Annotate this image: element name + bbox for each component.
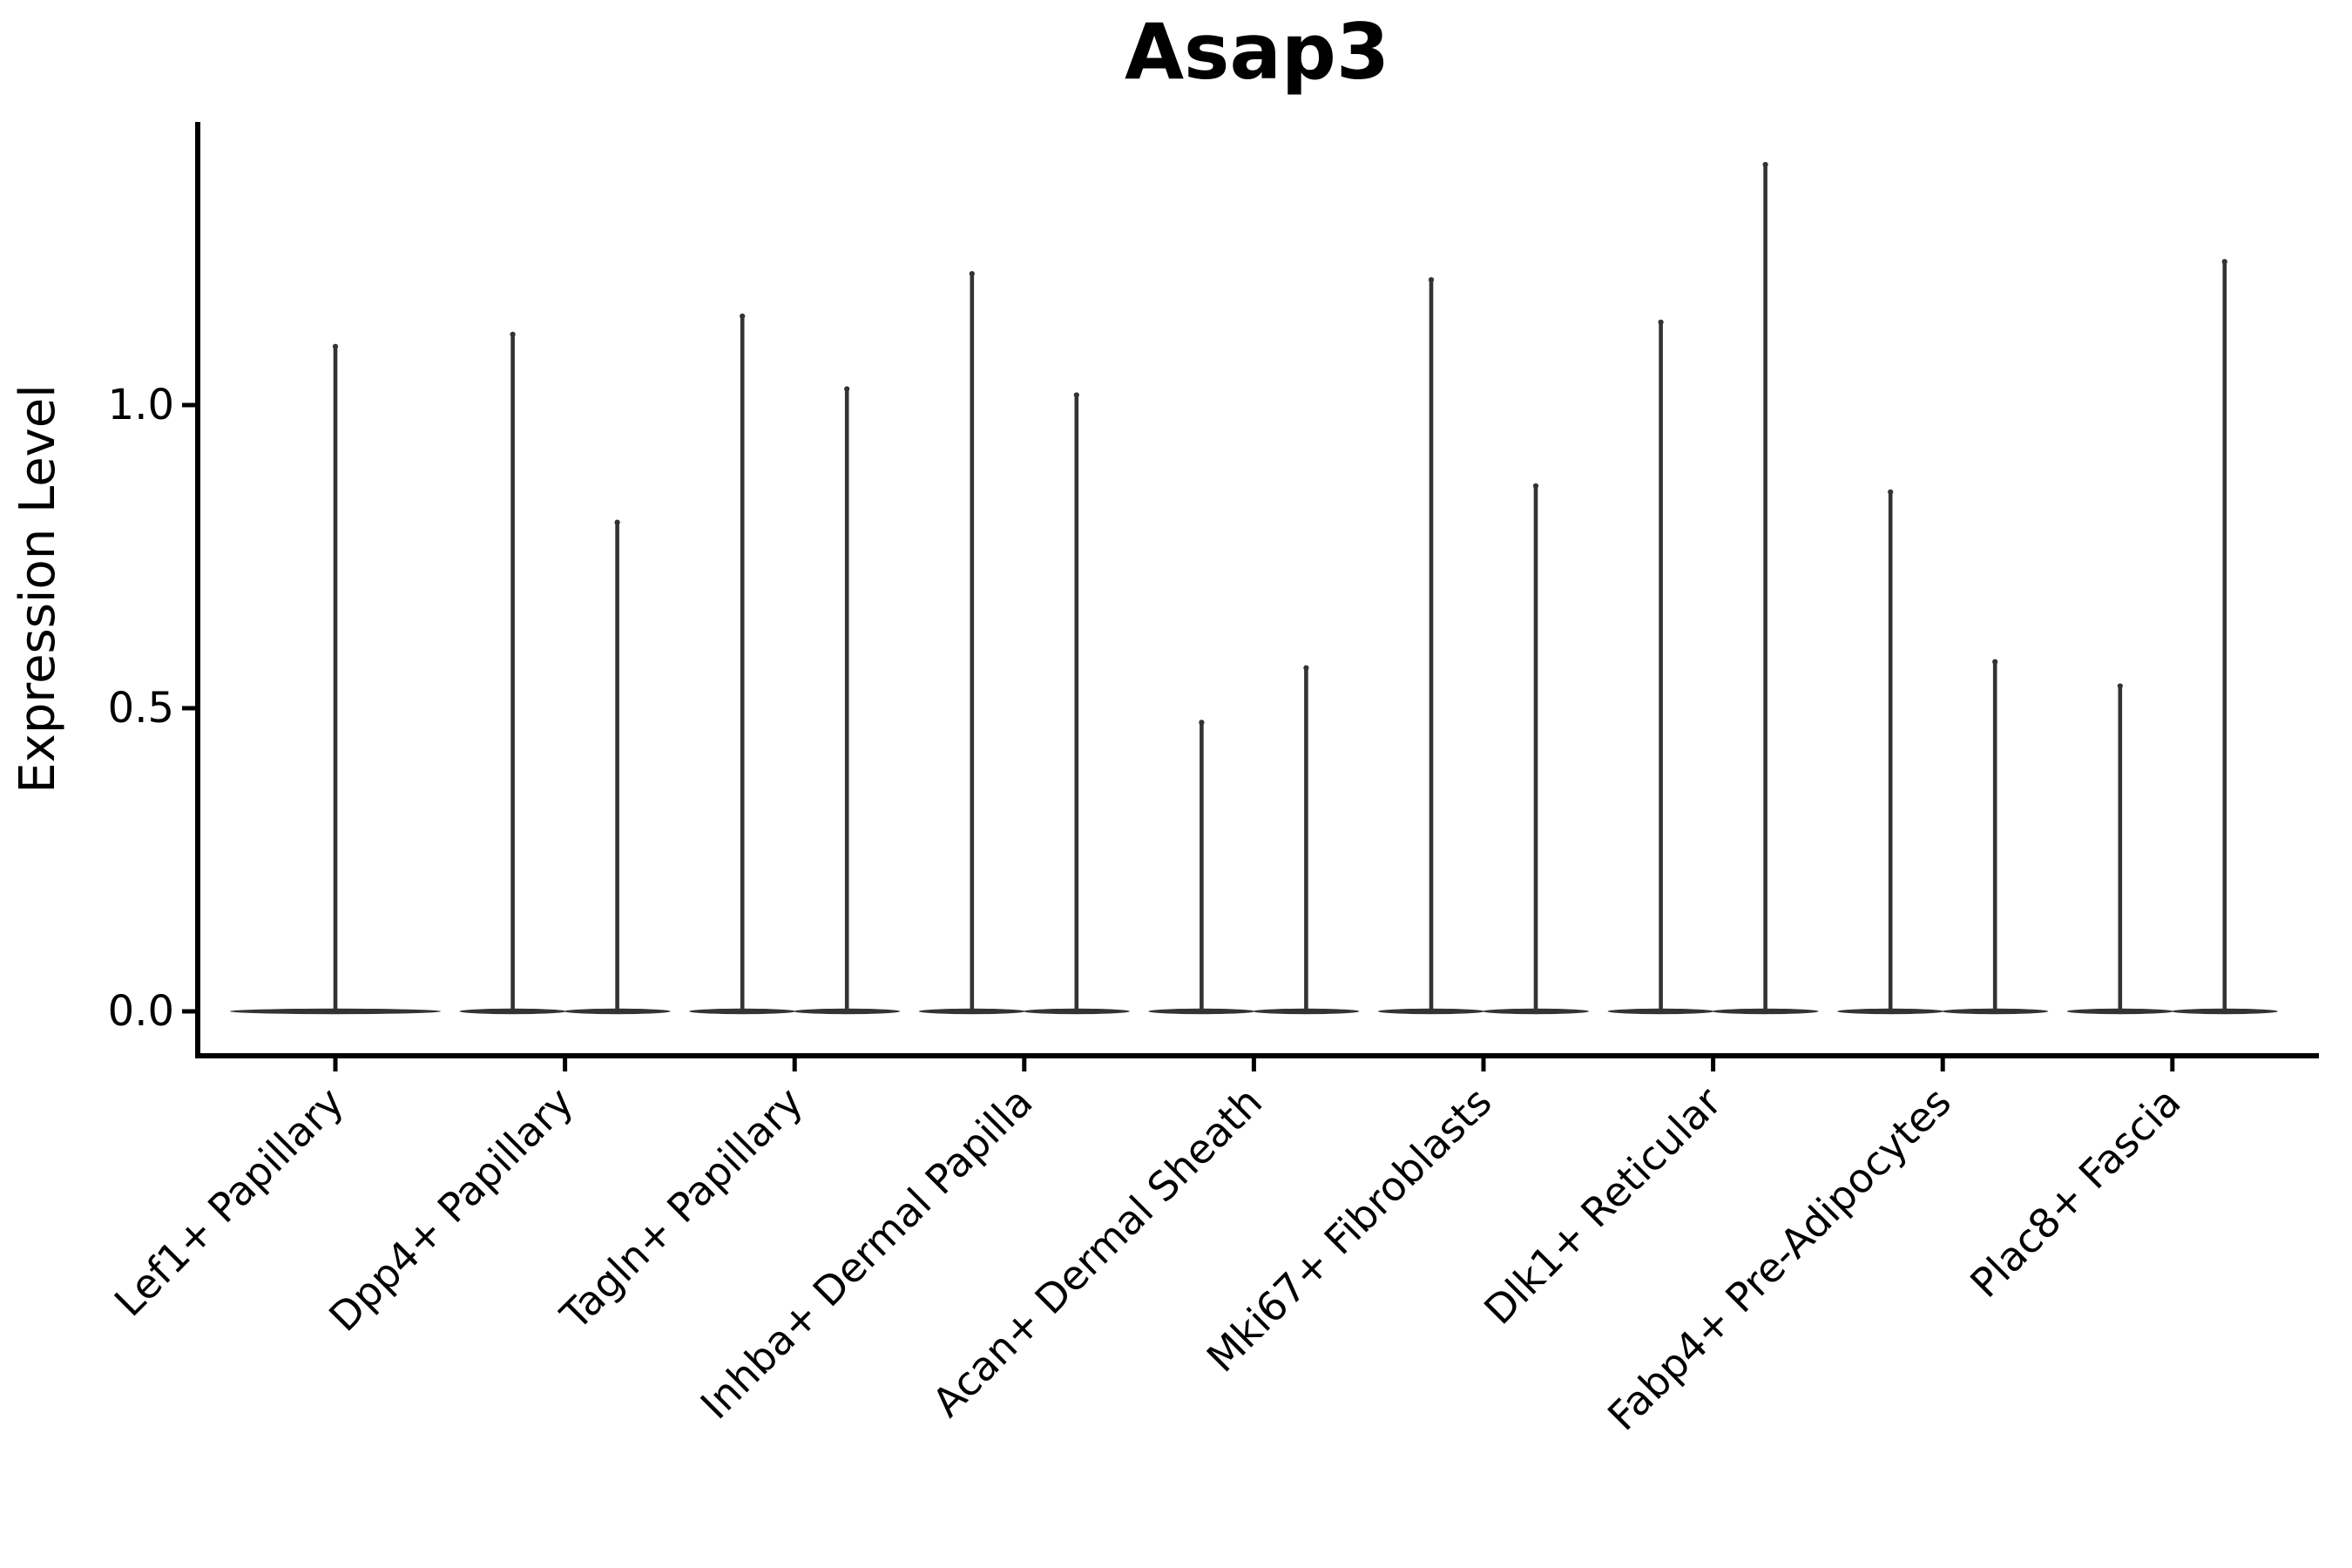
- y-ticks: 0.0 0.5 1.0: [108, 381, 198, 1036]
- violin-spike-cap: [1532, 483, 1539, 489]
- violin-group: [2066, 259, 2278, 1015]
- violin-spike: [1074, 393, 1079, 1012]
- violin-spike-cap: [1888, 489, 1894, 495]
- violins: [230, 161, 2278, 1015]
- x-tick-label: Dpp4+ Papillary: [320, 1078, 582, 1341]
- violin-spike: [844, 387, 849, 1011]
- violin-spike-cap: [969, 271, 975, 277]
- violin-spike: [1429, 277, 1434, 1012]
- x-tick-label: Dlk1+ Reticular: [1475, 1078, 1730, 1334]
- violin-spike-cap: [2221, 259, 2227, 265]
- x-tick-label: Tagln+ Papillary: [551, 1078, 812, 1340]
- violin-spike: [615, 520, 619, 1011]
- violin-spike: [510, 332, 515, 1012]
- violin-group: [1378, 277, 1589, 1015]
- violin-spike-cap: [1762, 161, 1768, 168]
- violin-spike-cap: [1992, 659, 1998, 665]
- violin-spike: [740, 314, 745, 1012]
- violin-spike: [2118, 684, 2123, 1011]
- violin-spike-cap: [510, 331, 516, 337]
- violin-group: [689, 313, 901, 1015]
- x-tick-label: Lef1+ Papillary: [105, 1078, 353, 1326]
- x-ticks: [333, 1056, 2175, 1071]
- violin-group: [1607, 161, 1819, 1015]
- violin-spike-cap: [332, 343, 339, 349]
- violin-spike: [1992, 659, 1997, 1011]
- y-tick-label: 1.0: [108, 381, 174, 429]
- violin-spike: [970, 271, 975, 1011]
- violin-spike: [1659, 320, 1663, 1011]
- y-axis-label: Expression Level: [10, 384, 66, 794]
- violin-spike: [1304, 666, 1308, 1011]
- violin-spike-cap: [1428, 277, 1435, 283]
- x-tick-label: Plac8+ Fascia: [1961, 1078, 2189, 1307]
- y-tick-label: 0.5: [108, 684, 174, 733]
- violin-spike-cap: [740, 313, 746, 320]
- violin-group: [1148, 665, 1360, 1015]
- y-tick-label: 0.0: [108, 987, 174, 1036]
- violin-spike-cap: [2117, 683, 2123, 689]
- violin-group: [918, 271, 1130, 1015]
- violin-spike: [1763, 162, 1767, 1012]
- violin-group: [1837, 489, 2049, 1015]
- violin-spike: [1200, 720, 1204, 1011]
- violin-spike: [333, 344, 338, 1011]
- violin-spike-cap: [614, 519, 620, 525]
- violin-spike: [1533, 483, 1538, 1011]
- violin-group: [230, 343, 441, 1015]
- violin-spike-cap: [1658, 319, 1664, 326]
- violin-spike: [2222, 259, 2227, 1012]
- violin-spike-cap: [1073, 392, 1079, 398]
- violin-spike: [1888, 490, 1893, 1011]
- violin-spike-cap: [1303, 665, 1309, 671]
- plot-title: Asap3: [1125, 7, 1389, 97]
- violin-spike-cap: [844, 386, 850, 392]
- violin-spike-cap: [1199, 720, 1205, 726]
- violin-group: [459, 331, 671, 1015]
